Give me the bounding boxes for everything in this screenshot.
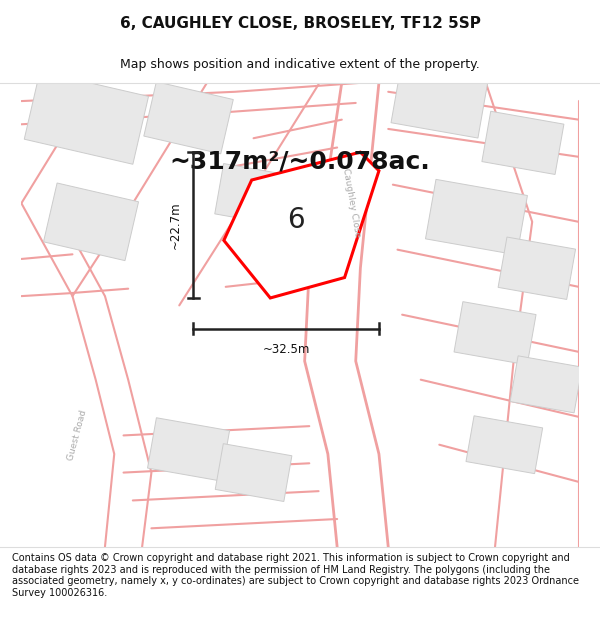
Text: Contains OS data © Crown copyright and database right 2021. This information is : Contains OS data © Crown copyright and d…: [12, 553, 579, 598]
Polygon shape: [466, 416, 542, 474]
Polygon shape: [240, 193, 314, 259]
Text: 6, CAUGHLEY CLOSE, BROSELEY, TF12 5SP: 6, CAUGHLEY CLOSE, BROSELEY, TF12 5SP: [119, 16, 481, 31]
Text: 6: 6: [287, 206, 304, 234]
Text: Map shows position and indicative extent of the property.: Map shows position and indicative extent…: [120, 58, 480, 71]
Polygon shape: [391, 68, 488, 138]
Text: Caughley Close: Caughley Close: [341, 168, 362, 239]
Polygon shape: [224, 152, 379, 298]
Text: Guest Road: Guest Road: [66, 409, 88, 462]
Polygon shape: [144, 82, 233, 154]
Text: ~32.5m: ~32.5m: [262, 342, 310, 356]
Polygon shape: [261, 224, 329, 285]
Polygon shape: [44, 183, 139, 261]
Polygon shape: [148, 418, 230, 481]
Polygon shape: [498, 237, 575, 299]
Polygon shape: [215, 164, 283, 224]
Polygon shape: [215, 444, 292, 501]
Polygon shape: [482, 111, 564, 174]
Text: ~22.7m: ~22.7m: [169, 201, 182, 249]
Polygon shape: [510, 356, 582, 413]
Polygon shape: [24, 71, 149, 164]
Text: ~317m²/~0.078ac.: ~317m²/~0.078ac.: [170, 149, 430, 174]
Polygon shape: [425, 179, 527, 255]
Polygon shape: [454, 302, 536, 365]
